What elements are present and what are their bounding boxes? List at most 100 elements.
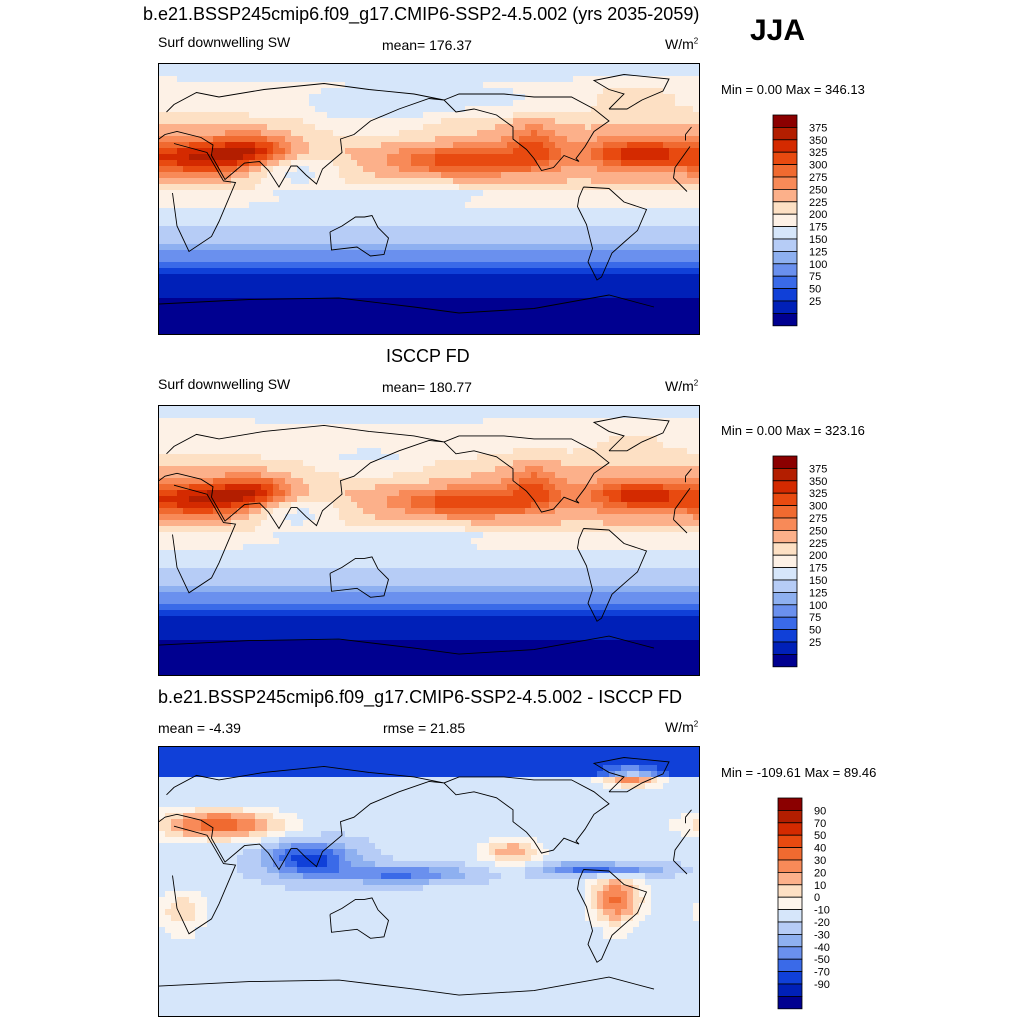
panel-2-colorbar-tick-label: 125 xyxy=(809,587,827,599)
panel-3-colorbar-tick-label: -20 xyxy=(814,917,830,929)
panel-3-colorbar-tick-label: 10 xyxy=(814,880,826,892)
panel-3-colorbar-box xyxy=(777,958,803,972)
panel-2-map-coastlines xyxy=(159,416,692,655)
panel-3-colorbar-box xyxy=(777,971,803,985)
panel-2-colorbar-box xyxy=(772,591,798,606)
panel-2-colorbar-tick-label: 75 xyxy=(809,612,821,624)
panel-3-colorbar-tick-label: 30 xyxy=(814,855,826,867)
panel-1-colorbar-box xyxy=(772,312,798,327)
panel-1-colorbar-box xyxy=(772,300,798,314)
panel-2-colorbar-tick-label: 200 xyxy=(809,550,827,562)
panel-2-colorbar-box xyxy=(772,554,798,568)
panel-2-colorbar-tick-label: 175 xyxy=(809,563,827,575)
panel-3-minmax: Min = -109.61 Max = 89.46 xyxy=(721,765,877,780)
panel-1-map-coastlines xyxy=(159,74,692,314)
panel-3-colorbar-tick-label: 90 xyxy=(814,805,826,817)
panel-1-colorbar-box xyxy=(772,151,798,166)
panel-2-colorbar-box xyxy=(772,604,798,618)
panel-3-colorbar-tick-label: -40 xyxy=(814,942,830,954)
panel-1-colorbar-box xyxy=(772,176,798,190)
panel-1-mean-label: mean= 176.37 xyxy=(382,37,472,53)
panel-2-colorbar-box xyxy=(772,467,798,482)
panel-2-colorbar-tick-label: 350 xyxy=(809,476,827,488)
panel-2-colorbar-box xyxy=(772,455,798,469)
panel-1-colorbar-tick-label: 375 xyxy=(809,122,827,134)
panel-3-colorbar: 90 70 50 40 30 20 10 0 -10 -20 -30 -40 -50 -70 -90 xyxy=(777,797,848,1012)
panel-2-colorbar-box xyxy=(772,530,798,544)
panel-1-colorbar-box xyxy=(772,263,798,277)
panel-2-colorbar-tick-label: 250 xyxy=(809,525,827,537)
panel-1-colorbar-box xyxy=(772,189,798,203)
panel-1-colorbar-box xyxy=(772,288,798,302)
panel-1-colorbar-tick-label: 175 xyxy=(809,222,827,234)
panel-3-colorbar-box xyxy=(777,909,803,923)
panel-1-colorbar-tick-label: 100 xyxy=(809,259,827,271)
panel-2-mean-label: mean= 180.77 xyxy=(382,379,472,395)
panel-2-colorbar-box xyxy=(772,629,798,643)
panel-1-colorbar-box xyxy=(772,114,798,128)
panel-1-units: W/m2 xyxy=(665,36,699,52)
panel-1-colorbar-tick-label: 250 xyxy=(809,184,827,196)
panel-1-colorbar-tick-label: 275 xyxy=(809,172,827,184)
panel-2-colorbar-box xyxy=(772,653,798,668)
panel-3-colorbar-tick-label: -90 xyxy=(814,979,830,991)
panel-3-colorbar-tick-label: -50 xyxy=(814,954,830,966)
panel-2-colorbar-tick-label: 375 xyxy=(809,463,827,475)
panel-3-colorbar-tick-label: -10 xyxy=(814,905,830,917)
panel-2-colorbar-tick-label: 225 xyxy=(809,538,827,550)
panel-2-colorbar-box xyxy=(772,517,798,531)
panel-1-colorbar-box xyxy=(772,213,798,227)
panel-3-colorbar-box xyxy=(777,809,803,824)
panel-2-colorbar: 375 350 325 300 275 250 225 200 175 150 125 100 75 50… xyxy=(772,455,843,670)
panel-2-colorbar-box xyxy=(772,492,798,507)
panel-2-variable-label: Surf downwelling SW xyxy=(158,376,291,392)
panel-3-colorbar-box xyxy=(777,872,803,886)
panel-1-colorbar-tick-label: 125 xyxy=(809,246,827,258)
panel-1-colorbar-box xyxy=(772,126,798,141)
panel-2-colorbar-tick-label: 100 xyxy=(809,600,827,612)
panel-3-rmse-label: rmse = 21.85 xyxy=(383,720,466,736)
panel-3-colorbar-box xyxy=(777,822,803,836)
panel-2-colorbar-box xyxy=(772,505,798,519)
panel-1-colorbar-tick-label: 150 xyxy=(809,234,827,246)
panel-3-colorbar-tick-label: 50 xyxy=(814,830,826,842)
panel-1-colorbar-tick-label: 325 xyxy=(809,147,827,159)
panel-1-colorbar-tick-label: 25 xyxy=(809,296,821,308)
panel-3-map xyxy=(158,746,700,1017)
panel-2-map-field xyxy=(159,406,699,675)
panel-1-colorbar: 375 350 325 300 275 250 225 200 175 150 125 100 75 50… xyxy=(772,114,843,329)
panel-3-colorbar-box xyxy=(777,995,803,1010)
panel-3-colorbar-box xyxy=(777,983,803,997)
panel-3-colorbar-box xyxy=(777,834,803,849)
panel-1-colorbar-tick-label: 75 xyxy=(809,271,821,283)
panel-1-colorbar-box xyxy=(772,275,798,289)
panel-1-colorbar-tick-label: 350 xyxy=(809,135,827,147)
panel-2-colorbar-box xyxy=(772,616,798,630)
panel-2-colorbar-box xyxy=(772,542,798,556)
panel-3-colorbar-tick-label: 0 xyxy=(814,892,820,904)
panel-1-minmax: Min = 0.00 Max = 346.13 xyxy=(721,82,865,97)
panel-3-colorbar-box xyxy=(777,933,803,948)
panel-2-colorbar-box xyxy=(772,641,798,655)
panel-3-colorbar-box xyxy=(777,896,803,910)
panel-3-colorbar-box xyxy=(777,847,803,861)
panel-2-colorbar-box xyxy=(772,480,798,494)
panel-3-colorbar-tick-label: 70 xyxy=(814,818,826,830)
panel-1-map-field xyxy=(159,64,699,334)
panel-2-map xyxy=(158,405,700,676)
panel-3-units: W/m2 xyxy=(665,719,699,735)
panel-3-title: b.e21.BSSP245cmip6.f09_g17.CMIP6-SSP2-4.… xyxy=(158,687,682,707)
panel-2-colorbar-box xyxy=(772,579,798,593)
panel-3-colorbar-box xyxy=(777,884,803,898)
panel-3-map-coastlines xyxy=(159,757,692,996)
panel-1-colorbar-box xyxy=(772,201,798,215)
panel-2-colorbar-box xyxy=(772,567,798,581)
panel-3-map-field xyxy=(159,747,699,1016)
panel-3-colorbar-tick-label: 20 xyxy=(814,867,826,879)
panel-3-mean-label: mean = -4.39 xyxy=(158,720,241,736)
panel-3-colorbar-box xyxy=(777,859,803,873)
panel-1-variable-label: Surf downwelling SW xyxy=(158,34,291,50)
panel-3-colorbar-box xyxy=(777,797,803,811)
panel-1-colorbar-box xyxy=(772,226,798,240)
panel-1-colorbar-box xyxy=(772,164,798,178)
